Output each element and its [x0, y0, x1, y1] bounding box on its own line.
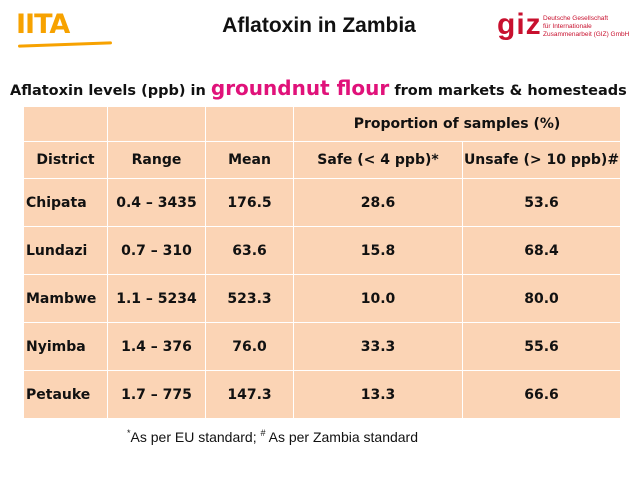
- giz-subtext-line: Zusammenarbeit (GIZ) GmbH: [543, 31, 630, 38]
- page-title: Aflatoxin in Zambia: [222, 14, 416, 37]
- safe-cell: 10.0: [293, 274, 463, 323]
- column-header-district: District: [23, 141, 108, 179]
- subtitle-prefix: Aflatoxin levels (ppb) in: [10, 83, 211, 99]
- subtitle: Aflatoxin levels (ppb) in groundnut flou…: [10, 76, 627, 100]
- mean-cell: 63.6: [205, 226, 294, 275]
- footnote-mark-eu: *: [127, 428, 131, 438]
- giz-logo: giz Deutsche Gesellschaft für Internatio…: [497, 8, 637, 48]
- column-header-range: Range: [107, 141, 206, 179]
- footnote-mark-zambia: #: [260, 428, 266, 438]
- column-header-unsafe: Unsafe (> 10 ppb)#: [461, 141, 622, 179]
- subtitle-highlight: groundnut flour: [210, 76, 390, 100]
- range-cell: 0.7 – 310: [107, 226, 206, 275]
- unsafe-cell: 55.6: [461, 322, 622, 371]
- footnote-zambia-text: As per Zambia standard: [265, 429, 419, 445]
- safe-cell: 13.3: [293, 370, 463, 419]
- table-row: Nyimba 1.4 – 376 76.0 33.3 55.6: [23, 322, 622, 371]
- unsafe-cell: 53.6: [461, 178, 622, 227]
- safe-cell: 33.3: [293, 322, 463, 371]
- range-cell: 1.4 – 376: [107, 322, 206, 371]
- safe-cell: 28.6: [293, 178, 463, 227]
- header-blank-cell: [205, 106, 294, 142]
- table-row: Chipata 0.4 – 3435 176.5 28.6 53.6: [23, 178, 622, 227]
- header-blank-cell: [107, 106, 206, 142]
- range-cell: 0.4 – 3435: [107, 178, 206, 227]
- mean-cell: 147.3: [205, 370, 294, 419]
- unsafe-cell: 66.6: [461, 370, 622, 419]
- safe-cell: 15.8: [293, 226, 463, 275]
- district-cell: Mambwe: [23, 274, 108, 323]
- aflatoxin-table: Proportion of samples (%) District Range…: [23, 106, 622, 419]
- district-cell: Nyimba: [23, 322, 108, 371]
- district-cell: Petauke: [23, 370, 108, 419]
- giz-logo-text: giz: [497, 8, 542, 41]
- iita-logo-underline: [17, 41, 113, 48]
- district-cell: Chipata: [23, 178, 108, 227]
- header-blank-cell: [23, 106, 108, 142]
- footnote-eu-text: As per EU standard;: [130, 429, 261, 445]
- giz-subtext-line: Deutsche Gesellschaft: [543, 15, 609, 22]
- giz-subtext-line: für Internationale: [543, 23, 592, 30]
- column-header-safe: Safe (< 4 ppb)*: [293, 141, 463, 179]
- mean-cell: 76.0: [205, 322, 294, 371]
- footnote: *As per EU standard; # As per Zambia sta…: [127, 428, 418, 445]
- subtitle-suffix: from markets & homesteads: [389, 83, 627, 99]
- iita-logo-text: IITA: [16, 9, 70, 40]
- iita-logo: IITA: [16, 10, 116, 52]
- mean-cell: 523.3: [205, 274, 294, 323]
- giz-logo-subtext: Deutsche Gesellschaft für Internationale…: [543, 15, 629, 39]
- table-row: Petauke 1.7 – 775 147.3 13.3 66.6: [23, 370, 622, 419]
- unsafe-cell: 68.4: [461, 226, 622, 275]
- column-header-mean: Mean: [205, 141, 294, 179]
- unsafe-cell: 80.0: [461, 274, 622, 323]
- range-cell: 1.1 – 5234: [107, 274, 206, 323]
- mean-cell: 176.5: [205, 178, 294, 227]
- district-cell: Lundazi: [23, 226, 108, 275]
- table-row: Lundazi 0.7 – 310 63.6 15.8 68.4: [23, 226, 622, 275]
- range-cell: 1.7 – 775: [107, 370, 206, 419]
- table-row: Mambwe 1.1 – 5234 523.3 10.0 80.0: [23, 274, 622, 323]
- group-header: Proportion of samples (%): [292, 106, 622, 142]
